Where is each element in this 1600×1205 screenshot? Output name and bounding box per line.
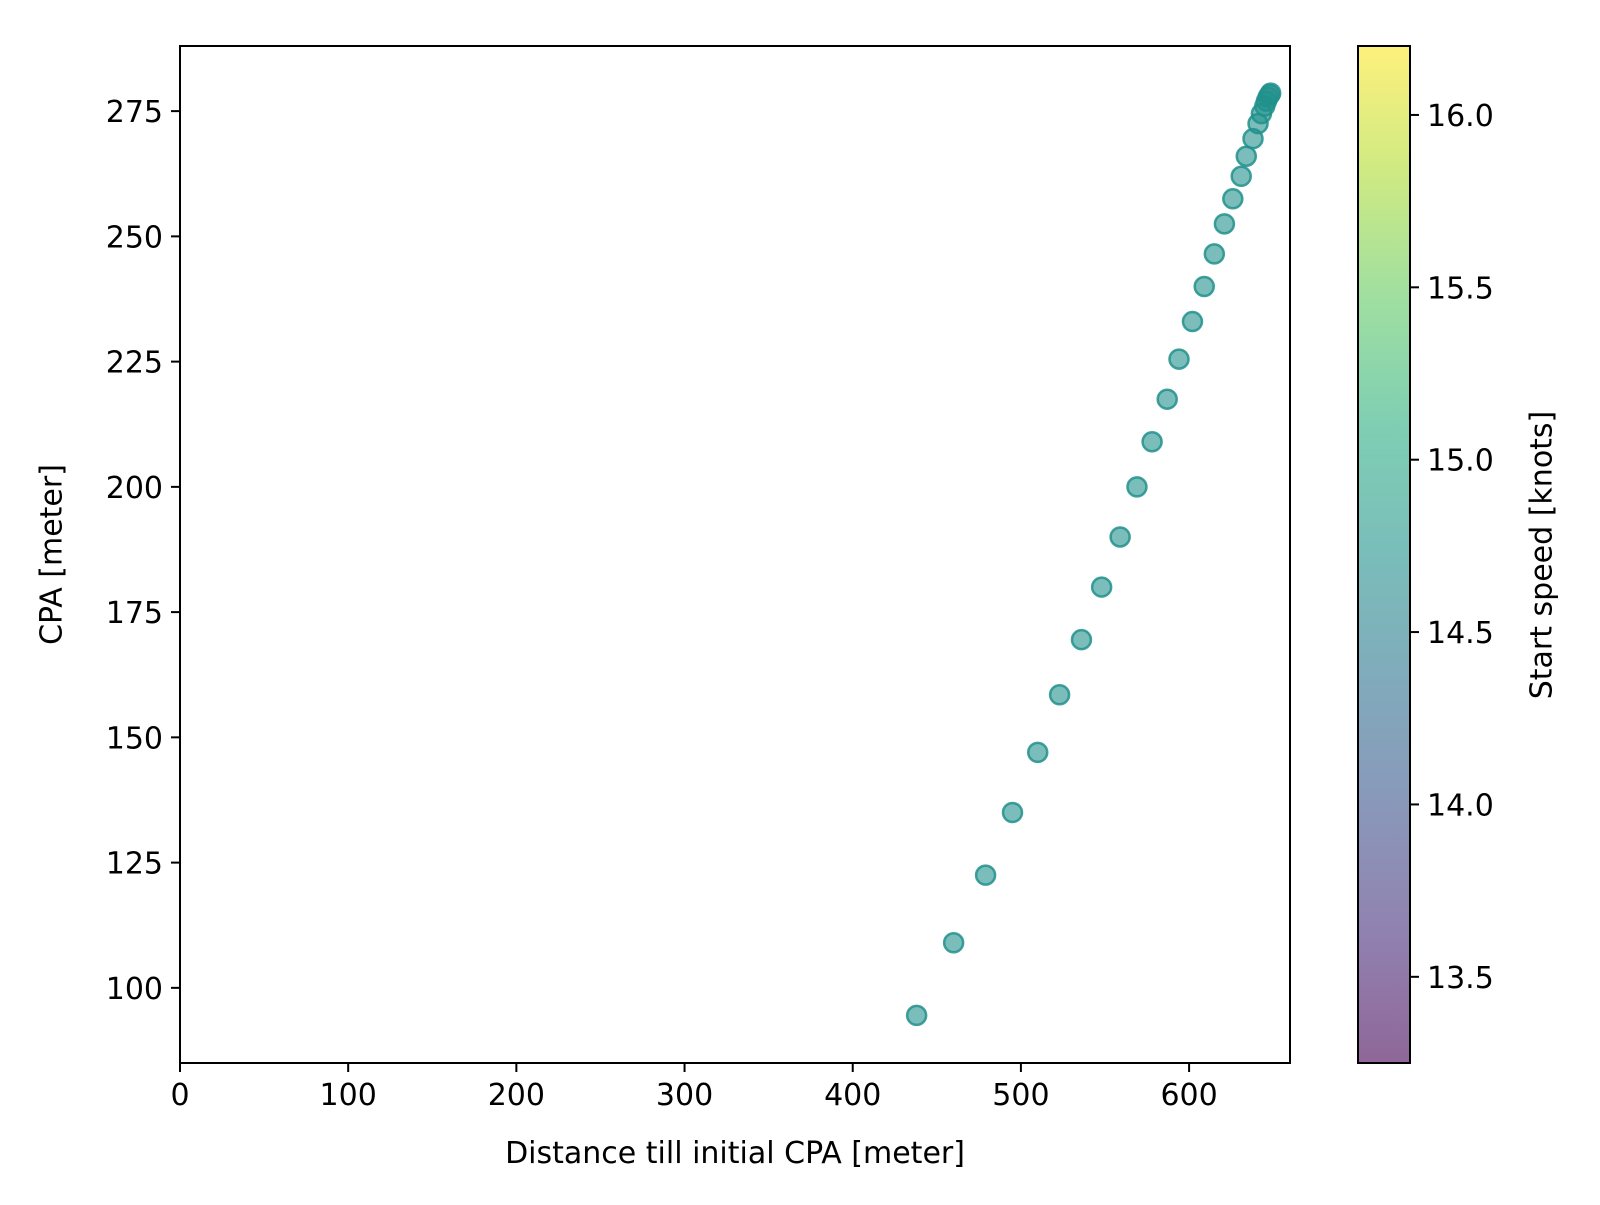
colorbar-tick-label: 13.5 xyxy=(1427,961,1494,996)
scatter-point xyxy=(1213,213,1236,235)
y-axis-ticks: 100 125 150 175 200 225 250 275 xyxy=(106,95,180,1007)
scatter-point xyxy=(1090,576,1113,598)
scatter-point xyxy=(1156,388,1178,410)
y-tick-label: 175 xyxy=(106,596,163,631)
scatter-point xyxy=(1001,801,1024,824)
x-tick-label: 300 xyxy=(656,1078,713,1113)
y-tick-label: 100 xyxy=(106,972,163,1007)
colorbar-gradient xyxy=(1358,46,1410,1063)
colorbar-label: Start speed [knots] xyxy=(1525,411,1560,700)
x-tick-label: 0 xyxy=(170,1078,189,1113)
x-tick-label: 100 xyxy=(320,1078,377,1113)
scatter-point xyxy=(1235,145,1258,167)
y-tick-label: 225 xyxy=(106,346,163,381)
colorbar-ticks: 13.5 14.0 14.5 15.0 15.5 16.0 xyxy=(1410,99,1494,996)
x-tick-label: 400 xyxy=(824,1078,881,1113)
scatter-point xyxy=(974,864,997,886)
y-axis-label: CPA [meter] xyxy=(35,464,70,645)
scatter-point xyxy=(1168,348,1190,370)
y-tick-label: 275 xyxy=(106,95,163,130)
scatter-point xyxy=(905,1004,928,1027)
scatter-point xyxy=(1181,310,1204,333)
colorbar-tick-label: 14.5 xyxy=(1427,616,1494,651)
y-tick-label: 125 xyxy=(106,847,163,882)
scatter-point xyxy=(1109,526,1131,548)
colorbar-tick-label: 15.5 xyxy=(1427,271,1494,306)
x-tick-label: 500 xyxy=(992,1078,1049,1113)
scatter-point xyxy=(1126,476,1148,498)
scatter-point xyxy=(1026,741,1049,764)
colorbar-frame xyxy=(1357,45,1411,1064)
colorbar-tick-label: 15.0 xyxy=(1427,444,1494,479)
x-tick-label: 200 xyxy=(488,1078,545,1113)
data-points xyxy=(905,82,1282,1027)
scatter-point xyxy=(1259,82,1282,104)
y-tick-label: 200 xyxy=(106,471,163,506)
colorbar-tick-label: 14.0 xyxy=(1427,788,1494,823)
scatter-point xyxy=(1222,188,1244,210)
colorbar-tick-label: 16.0 xyxy=(1427,99,1494,134)
scatter-point xyxy=(1141,431,1163,453)
x-axis-label: Distance till initial CPA [meter] xyxy=(505,1136,965,1171)
plot-frame xyxy=(179,45,1291,1064)
scatter-point xyxy=(1203,243,1226,265)
scatter-point xyxy=(1193,275,1215,298)
scatter-point xyxy=(942,932,965,954)
scatter-point xyxy=(1230,165,1252,188)
x-axis-ticks: 0 100 200 300 400 500 600 xyxy=(170,1063,1218,1113)
y-tick-label: 150 xyxy=(106,721,163,756)
scatter-point xyxy=(1048,684,1071,706)
y-tick-label: 250 xyxy=(106,220,163,255)
scatter-point xyxy=(1070,628,1093,651)
x-tick-label: 600 xyxy=(1160,1078,1217,1113)
